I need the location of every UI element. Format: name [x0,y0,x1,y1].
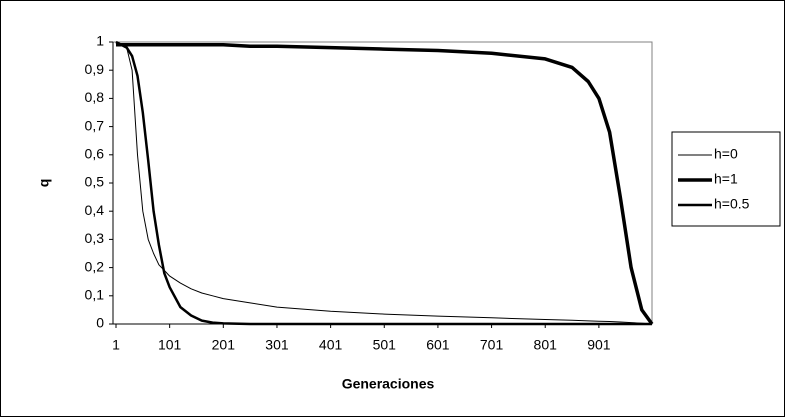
series-line [115,41,653,325]
y-tick-label: 0,3 [85,230,105,246]
x-tick-label: 601 [426,337,450,353]
x-tick-label: 901 [587,337,611,353]
x-tick-label: 1 [112,337,120,353]
x-tick-label: 301 [265,337,289,353]
y-tick-label: 0,6 [85,146,105,162]
legend-label: h=1 [714,171,738,187]
y-tick-label: 0,2 [85,258,105,274]
legend-label: h=0 [714,146,738,162]
series-line [115,40,652,326]
y-tick-label: 0,7 [85,117,105,133]
y-tick-label: 0,8 [85,89,105,105]
y-tick-label: 0,1 [85,287,105,303]
x-tick-label: 801 [534,337,558,353]
x-tick-label: 101 [158,337,182,353]
x-tick-label: 501 [373,337,397,353]
x-tick-label: 201 [212,337,236,353]
x-tick-label: 701 [480,337,504,353]
y-tick-label: 0 [96,315,104,331]
x-axis-label: Generaciones [342,376,435,392]
y-tick-label: 1 [96,33,104,49]
y-tick-label: 0,4 [85,202,105,218]
series-line [116,43,654,326]
y-axis-label: q [36,179,52,188]
y-tick-label: 0,5 [85,174,105,190]
legend-label: h=0.5 [714,196,750,212]
x-tick-label: 401 [319,337,343,353]
y-tick-label: 0,9 [85,61,105,77]
